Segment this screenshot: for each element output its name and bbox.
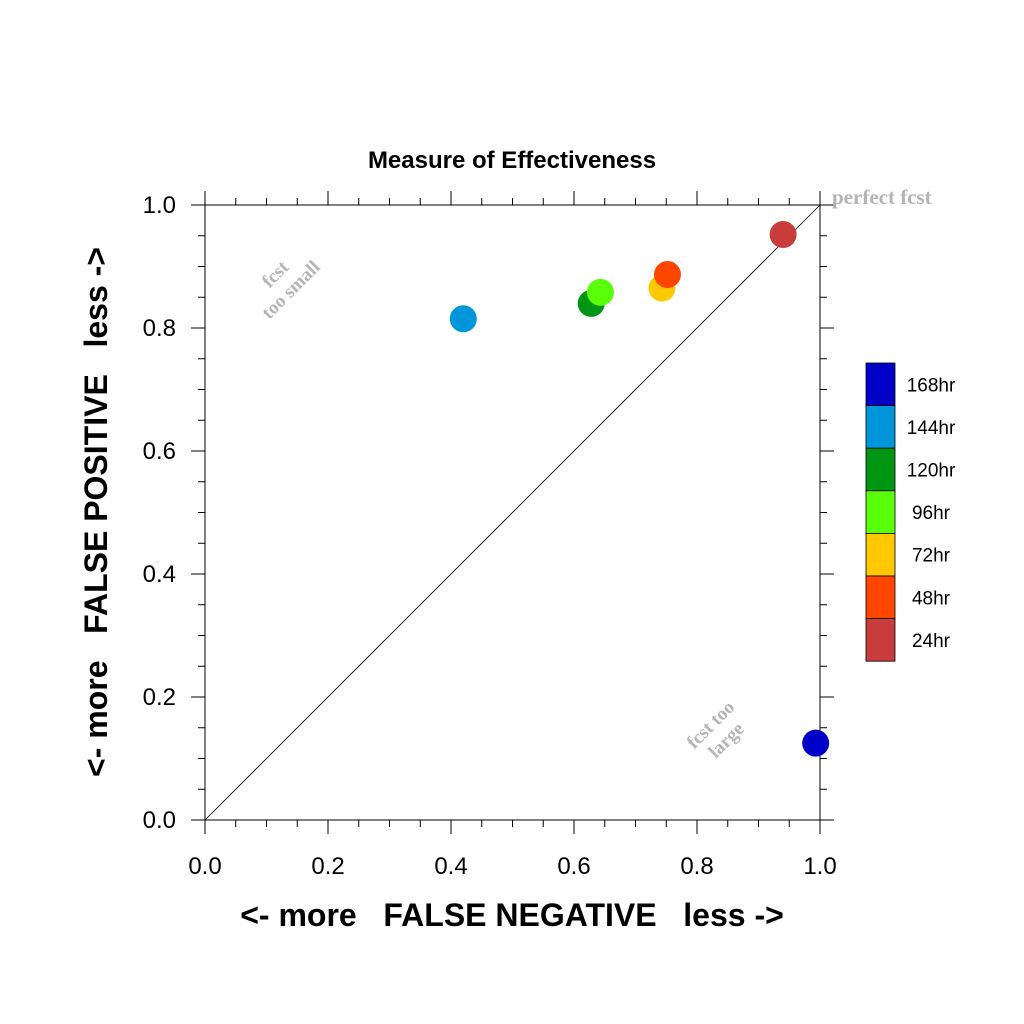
legend-swatch-144hr: [865, 405, 896, 449]
annotation-too-large: fcst too large: [683, 697, 749, 763]
legend-swatch-120hr: [865, 447, 896, 492]
annotation-perfect-fcst: perfect fcst: [832, 185, 932, 209]
x-tick-label: 1.0: [803, 853, 836, 880]
legend-label-168hr: 168hr: [907, 375, 956, 396]
legend: 168hr 144hr 120hr 96hr 72hr 48hr 24hr: [865, 362, 956, 662]
data-point-48hr: [653, 260, 681, 288]
y-tick-label: 0.8: [143, 315, 176, 342]
tick-labels-group: 0.0 0.2 0.4 0.6 0.8 1.0 0.0 0.2 0.4 0.6 0.8 1.0: [143, 192, 837, 880]
data-point-96hr: [586, 278, 614, 306]
legend-swatch-96hr: [865, 490, 896, 534]
x-tick-label: 0.0: [188, 853, 221, 880]
legend-label-24hr: 24hr: [912, 631, 951, 652]
x-tick-label: 0.4: [434, 853, 467, 880]
data-point-144hr: [449, 305, 477, 333]
legend-label-120hr: 120hr: [907, 461, 956, 482]
chart-title: Measure of Effectiveness: [368, 147, 656, 174]
x-tick-label: 0.6: [557, 853, 590, 880]
x-tick-label: 0.8: [680, 853, 713, 880]
legend-swatch-48hr: [865, 575, 896, 619]
y-axis-label: <- more FALSE POSITIVE less ->: [78, 247, 114, 777]
data-point-168hr: [802, 729, 830, 757]
y-tick-label: 0.6: [143, 438, 176, 465]
x-axis-label: <- more FALSE NEGATIVE less ->: [240, 897, 784, 933]
legend-label-72hr: 72hr: [912, 546, 951, 567]
data-points-group: [449, 221, 830, 757]
legend-label-96hr: 96hr: [912, 503, 951, 524]
data-point-24hr: [769, 221, 797, 249]
ticks-group: [191, 191, 834, 834]
legend-swatch-168hr: [865, 362, 896, 406]
y-tick-label: 1.0: [143, 192, 176, 219]
perfect-forecast-diagonal: [204, 204, 821, 821]
y-tick-label: 0.2: [143, 684, 176, 711]
legend-swatch-24hr: [865, 618, 896, 662]
x-tick-label: 0.2: [311, 853, 344, 880]
y-tick-label: 0.4: [143, 561, 176, 588]
legend-label-48hr: 48hr: [912, 588, 951, 609]
legend-label-144hr: 144hr: [907, 418, 956, 439]
legend-swatch-72hr: [865, 533, 896, 577]
annotation-too-small: fcst too small: [258, 257, 325, 324]
y-tick-label: 0.0: [143, 807, 176, 834]
